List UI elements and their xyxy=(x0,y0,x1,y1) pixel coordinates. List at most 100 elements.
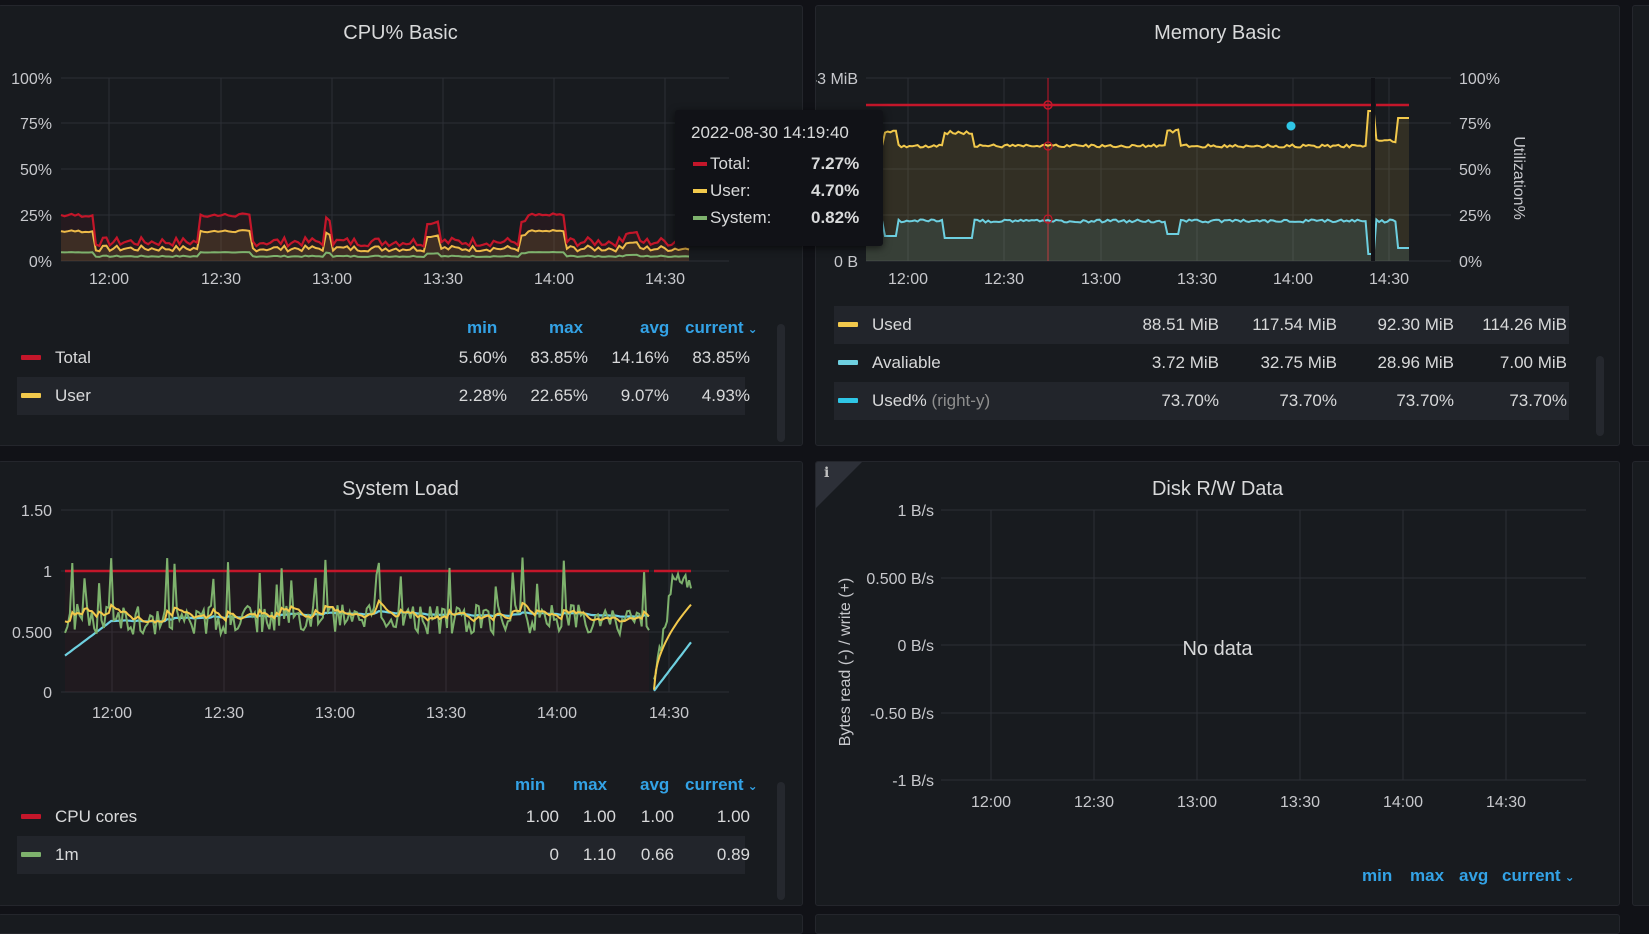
series-fill xyxy=(866,219,1409,261)
value-min: 2.28% xyxy=(458,386,507,405)
x-tick-label: 12:30 xyxy=(204,705,244,722)
value-max: 73.70% xyxy=(1279,391,1337,410)
load-5m-line xyxy=(653,603,692,690)
y-right-tick-label: 100% xyxy=(1459,71,1500,88)
series-fill xyxy=(866,111,1409,261)
value-min: 1.00 xyxy=(525,807,559,826)
legend-row-used-percent[interactable]: Used% (right-y) 73.70% 73.70% 73.70% 73.70% xyxy=(834,382,1569,420)
series-name[interactable]: Used% (right-y) xyxy=(872,391,991,410)
legend-current-header[interactable]: current ⌄ xyxy=(685,775,758,794)
legend-avg-header[interactable]: avg xyxy=(1459,866,1489,885)
y-tick-label: 25% xyxy=(20,208,52,225)
tooltip-label: Total: xyxy=(710,154,751,173)
value-max: 1.00 xyxy=(582,807,616,826)
series-swatch[interactable] xyxy=(838,360,858,365)
cursor-marker xyxy=(1043,214,1053,224)
series-name[interactable]: Avaliable xyxy=(872,353,941,372)
disk-chart[interactable]: 1 B/s 0.500 B/s 0 B/s -0.50 B/s -1 B/s 12:00 1… xyxy=(816,462,1620,906)
legend-scrollbar[interactable] xyxy=(777,782,785,900)
value-max: 117.54 MiB xyxy=(1252,315,1337,334)
value-min: 73.70% xyxy=(1161,391,1219,410)
info-corner[interactable] xyxy=(816,462,862,508)
load-1m-line xyxy=(653,570,692,680)
series-swatch[interactable] xyxy=(21,393,41,398)
memory-panel-title[interactable]: Memory Basic xyxy=(1154,22,1281,44)
info-icon[interactable]: i xyxy=(824,465,830,481)
y-right-tick-label: 50% xyxy=(1459,162,1491,179)
y-tick-label: 0.500 xyxy=(12,625,52,642)
series-name[interactable]: Total xyxy=(55,348,91,367)
legend-avg-header[interactable]: avg xyxy=(640,318,670,337)
legend-min-header[interactable]: min xyxy=(1362,866,1393,885)
legend-current-header[interactable]: current ⌄ xyxy=(1502,866,1575,885)
x-tick-label: 12:00 xyxy=(89,271,129,288)
y-tick-label: -1 B/s xyxy=(892,773,934,790)
value-max: 1.10 xyxy=(582,845,616,864)
value-avg: 73.70% xyxy=(1396,391,1454,410)
y-tick-label: 0 B xyxy=(834,254,858,271)
y-tick-label: 0% xyxy=(29,254,52,271)
series-name[interactable]: CPU cores xyxy=(55,807,138,826)
tooltip-label: User: xyxy=(710,181,751,200)
total-line xyxy=(60,212,690,249)
series-name[interactable]: User xyxy=(55,386,91,405)
tooltip-label: System: xyxy=(710,208,772,227)
series-swatch[interactable] xyxy=(21,852,41,857)
memory-panel: Memory Basic 143 MiBiBiB0 B100%75%50%25%… xyxy=(815,5,1620,446)
value-current: 83.85% xyxy=(692,348,750,367)
x-tick-label: 13:30 xyxy=(1280,794,1320,811)
series-swatch[interactable] xyxy=(21,814,41,819)
legend-scrollbar[interactable] xyxy=(1596,356,1604,436)
tooltip-value: 4.70% xyxy=(811,181,860,200)
system-load-panel-title[interactable]: System Load xyxy=(342,478,459,500)
cpu-chart[interactable]: 100% 75% 50% 25% 0% 12:00 12:30 13:00 13:30 14:00… xyxy=(0,6,803,446)
x-tick-label: 14:00 xyxy=(1273,271,1313,288)
y-axis-label: Bytes read (-) / write (+) xyxy=(837,578,854,746)
y-right-tick-label: 0% xyxy=(1459,254,1482,271)
legend-row-used[interactable]: Used 88.51 MiB 117.54 MiB 92.30 MiB 114.26 … xyxy=(834,306,1569,344)
series-swatch[interactable] xyxy=(21,355,41,360)
legend-row-avaliable[interactable]: Avaliable 3.72 MiB 32.75 MiB 28.96 MiB 7.00… xyxy=(834,344,1569,382)
value-avg: 92.30 MiB xyxy=(1377,315,1454,334)
y-tick-label: -0.50 B/s xyxy=(870,706,934,723)
tooltip-value: 7.27% xyxy=(811,154,860,173)
value-avg: 1.00 xyxy=(640,807,674,826)
value-avg: 0.66 xyxy=(640,845,674,864)
legend-scrollbar[interactable] xyxy=(777,324,785,442)
series-swatch[interactable] xyxy=(838,322,858,327)
cursor-marker xyxy=(1043,141,1053,151)
x-tick-label: 12:00 xyxy=(92,705,132,722)
cpu-tooltip: 2022-08-30 14:19:40 Total: 7.27% User: 4… xyxy=(675,110,883,246)
legend-min-header[interactable]: min xyxy=(515,775,546,794)
bottom-panel-edge xyxy=(0,914,803,934)
tooltip-row: System: 0.82% xyxy=(691,206,881,228)
series-name[interactable]: Used xyxy=(872,315,912,334)
x-tick-label: 14:00 xyxy=(537,705,577,722)
legend-max-header[interactable]: max xyxy=(573,775,608,794)
legend-row-1m[interactable]: 1m 0 1.10 0.66 0.89 xyxy=(17,836,750,874)
x-tick-label: 13:30 xyxy=(423,271,463,288)
legend-current-header[interactable]: current ⌄ xyxy=(685,318,758,337)
y-tick-label: 1 xyxy=(43,564,52,581)
cpu-panel-title[interactable]: CPU% Basic xyxy=(343,22,458,44)
legend-min-header[interactable]: min xyxy=(467,318,498,337)
legend-row-user[interactable]: User 2.28% 22.65% 9.07% 4.93% xyxy=(17,377,750,415)
system-load-chart[interactable]: 1.50 1 0.500 0 12:00 12:30 13:00 13:30 14:00 14:3… xyxy=(0,462,803,906)
series-swatch xyxy=(693,189,707,193)
series-name[interactable]: 1m xyxy=(55,845,79,864)
legend-row-cpu-cores[interactable]: CPU cores 1.00 1.00 1.00 1.00 xyxy=(17,798,750,836)
memory-chart[interactable]: 143 MiBiBiB0 B100%75%50%25%0%Utilization… xyxy=(816,6,1620,446)
legend-max-header[interactable]: max xyxy=(549,318,584,337)
value-avg: 28.96 MiB xyxy=(1377,353,1454,372)
x-tick-label: 14:30 xyxy=(1486,794,1526,811)
legend-max-header[interactable]: max xyxy=(1410,866,1445,885)
x-tick-label: 13:30 xyxy=(1177,271,1217,288)
value-avg: 14.16% xyxy=(611,348,669,367)
legend-avg-header[interactable]: avg xyxy=(640,775,670,794)
y-tick-label: 0 B/s xyxy=(898,638,934,655)
disk-panel-title[interactable]: Disk R/W Data xyxy=(1151,478,1284,500)
chevron-down-icon: ⌄ xyxy=(747,322,758,336)
series-swatch[interactable] xyxy=(838,398,858,403)
legend-row-total[interactable]: Total 5.60% 83.85% 14.16% 83.85% xyxy=(17,339,750,377)
value-max: 83.85% xyxy=(530,348,588,367)
